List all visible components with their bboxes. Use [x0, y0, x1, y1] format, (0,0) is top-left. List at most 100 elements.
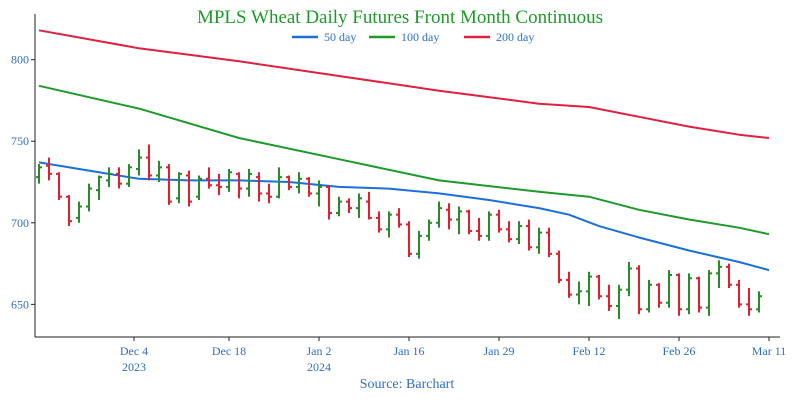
x-tick-label: Jan 29	[484, 344, 515, 358]
ohlc-bar	[326, 185, 332, 220]
ohlc-bar	[276, 167, 282, 199]
ohlc-bar	[236, 172, 242, 199]
ohlc-bar	[446, 203, 452, 230]
ohlc-bar	[76, 201, 82, 223]
ohlc-bar	[746, 288, 752, 316]
chart-title: MPLS Wheat Daily Futures Front Month Con…	[197, 7, 603, 28]
ohlc-bar	[266, 183, 272, 204]
ohlc-bar	[116, 167, 122, 189]
ohlc-bar	[106, 167, 112, 187]
ohlc-bar	[336, 196, 342, 217]
ohlc-bar	[296, 172, 302, 194]
y-tick-label: 750	[11, 134, 29, 148]
ohlc-bar	[656, 283, 662, 308]
ohlc-bar	[516, 221, 522, 245]
x-tick-year: 2024	[307, 360, 331, 374]
ohlc-bar	[626, 261, 632, 297]
ohlc-bars	[36, 144, 762, 320]
ohlc-bar	[406, 221, 412, 258]
ohlc-bar	[306, 177, 312, 197]
ohlc-bar	[606, 284, 612, 311]
ohlc-bar	[726, 263, 732, 289]
ohlc-bar	[146, 144, 152, 181]
ohlc-bar	[756, 291, 762, 313]
ohlc-bar	[56, 172, 62, 200]
ma-200-day-line	[38, 29, 770, 139]
y-tick-label: 650	[11, 297, 29, 311]
legend-label: 50 day	[324, 30, 356, 44]
legend-label: 100 day	[401, 30, 439, 44]
x-tick-year: 2023	[122, 360, 146, 374]
chart-source: Source: Barchart	[360, 377, 455, 392]
ohlc-bar	[176, 172, 182, 204]
y-ticks: 650 700 750 800	[11, 53, 35, 311]
ohlc-bar	[386, 211, 392, 238]
y-tick-label: 800	[11, 53, 29, 67]
ohlc-bar	[586, 271, 592, 307]
ohlc-bar	[96, 175, 102, 200]
ohlc-bar	[486, 211, 492, 241]
y-tick-label: 700	[11, 216, 29, 230]
ohlc-bar	[126, 164, 132, 187]
ohlc-bar	[226, 168, 232, 192]
ohlc-bar	[476, 217, 482, 241]
ohlc-bar	[596, 275, 602, 300]
ohlc-bar	[416, 230, 422, 259]
x-tick-label: Feb 26	[663, 344, 696, 358]
ohlc-bar	[216, 173, 222, 196]
ohlc-bar	[246, 168, 252, 197]
ohlc-bar	[136, 149, 142, 176]
ohlc-bar	[706, 270, 712, 316]
ohlc-bar	[196, 175, 202, 200]
moving-average-lines	[38, 29, 770, 272]
ohlc-bar	[566, 271, 572, 298]
x-ticks: Dec 4 2023 Dec 18 Jan 2 2024 Jan 16 Jan 29 Feb …	[120, 337, 786, 374]
ohlc-bar	[686, 273, 692, 315]
ohlc-bar	[86, 183, 92, 212]
ohlc-bar	[526, 219, 532, 251]
ohlc-bar	[506, 221, 512, 243]
ohlc-bar	[356, 193, 362, 218]
x-tick-label: Dec 18	[212, 344, 246, 358]
ohlc-bar	[466, 209, 472, 235]
x-tick-label: Mar 11	[752, 344, 787, 358]
ohlc-bar	[186, 170, 192, 207]
ohlc-bar	[316, 180, 322, 207]
legend-label: 200 day	[496, 30, 534, 44]
ohlc-bar	[426, 219, 432, 241]
ohlc-bar	[536, 227, 542, 254]
ohlc-bar	[716, 260, 722, 289]
ohlc-bar	[546, 227, 552, 258]
ohlc-bar	[676, 273, 682, 316]
ohlc-bar	[646, 279, 652, 313]
ohlc-bar	[286, 175, 292, 191]
x-tick-label: Jan 16	[394, 344, 425, 358]
x-tick-label: Jan 2	[307, 344, 332, 358]
ohlc-bar	[376, 211, 382, 233]
ohlc-bar	[616, 284, 622, 320]
ohlc-bar	[456, 206, 462, 235]
ohlc-bar	[556, 250, 562, 284]
ohlc-bar	[66, 195, 72, 227]
ohlc-bar	[666, 270, 672, 308]
ohlc-bar	[156, 160, 162, 183]
ohlc-bar	[46, 157, 52, 181]
ohlc-bar	[736, 279, 742, 308]
ma-100-day-line	[38, 84, 770, 236]
x-tick-label: Dec 4	[120, 344, 148, 358]
ohlc-bar	[366, 191, 372, 220]
ma-50-day-line	[38, 161, 770, 272]
ohlc-bar	[206, 167, 212, 189]
ohlc-bar	[496, 209, 502, 233]
legend: 50 day 100 day 200 day	[292, 30, 534, 44]
ohlc-bar	[436, 201, 442, 228]
ohlc-bar	[256, 172, 262, 202]
x-tick-label: Feb 12	[573, 344, 606, 358]
ohlc-bar	[696, 276, 702, 313]
ohlc-bar	[36, 164, 42, 184]
ohlc-bar	[396, 208, 402, 228]
axes	[34, 14, 780, 338]
ohlc-bar	[636, 265, 642, 315]
